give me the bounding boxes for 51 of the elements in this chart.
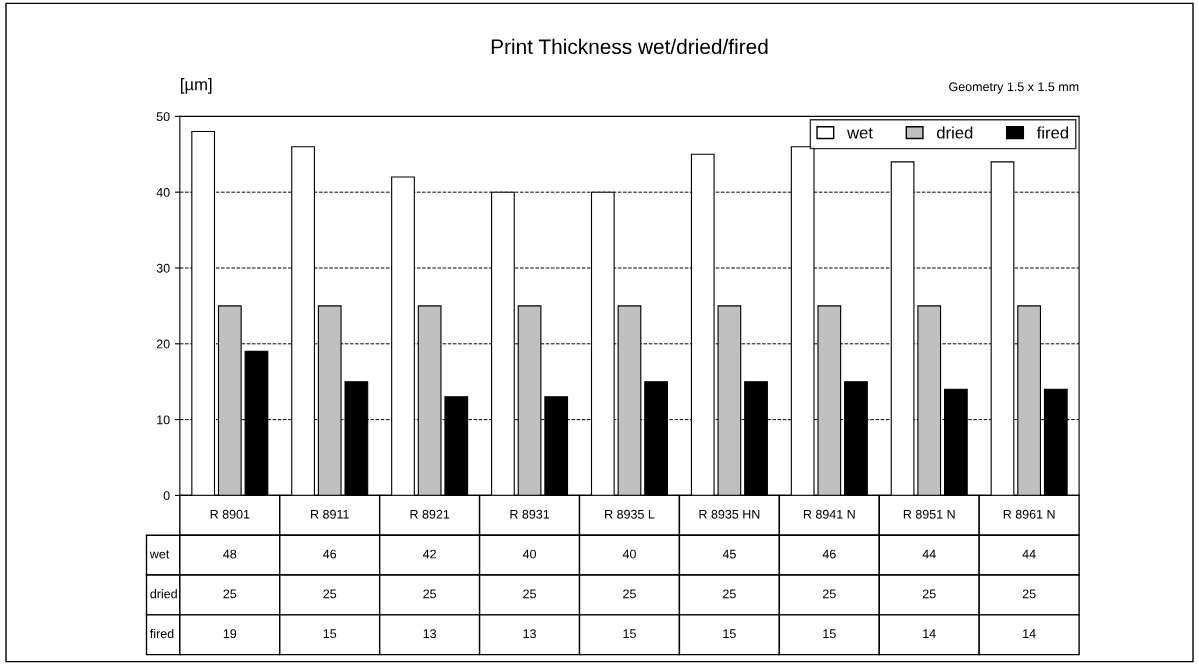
data-label: 40 [622, 549, 636, 559]
x-tick-label: R 8935 L [605, 509, 655, 519]
data-label: 40 [522, 549, 537, 559]
data-label: 25 [623, 589, 636, 599]
y-tick-label: 0 [163, 491, 170, 501]
chart-title: Print Thickness wet/dried/fired [491, 38, 768, 55]
data-label: 48 [223, 549, 237, 559]
data-label: 42 [422, 549, 436, 559]
data-label: 25 [822, 589, 836, 599]
x-tick-label: R 8941 N [803, 509, 855, 519]
data-label: 15 [623, 629, 636, 639]
x-tick-label: R 8935 HN [699, 509, 760, 519]
legend-label: wet [847, 127, 873, 139]
data-label: 25 [922, 589, 936, 599]
x-tick-label: R 8961 N [1003, 509, 1055, 519]
data-label: 15 [823, 629, 836, 639]
x-tick-label: R 8931 [510, 509, 550, 519]
data-label: 46 [822, 549, 836, 559]
y-tick-label: 20 [156, 339, 170, 349]
text: fired [150, 628, 174, 639]
data-label: 15 [323, 629, 337, 639]
text: Geometry 1.5 x 1.5 mm [949, 82, 1079, 94]
legend-label: dried [936, 126, 973, 139]
data-label: 44 [922, 549, 936, 559]
data-label: 19 [223, 629, 237, 639]
text: wet [149, 550, 170, 559]
y-tick-label: 50 [156, 112, 170, 122]
data-label: 13 [523, 629, 536, 639]
data-label: 15 [723, 629, 736, 639]
text: dried [150, 589, 177, 599]
data-label: 44 [1022, 549, 1036, 559]
data-label: 46 [323, 549, 337, 559]
data-label: 45 [722, 549, 736, 559]
y-tick-label: 10 [157, 415, 170, 425]
data-label: 25 [723, 589, 736, 599]
data-label: 25 [223, 589, 237, 599]
y-axis-title: [µm] [181, 78, 212, 94]
y-tick-label: 30 [156, 263, 170, 273]
data-label: 14 [923, 629, 936, 638]
data-label: 25 [523, 589, 536, 599]
x-tick-label: R 8911 [311, 509, 349, 519]
x-tick-label: R 8951 N [903, 509, 955, 519]
data-label: 25 [423, 589, 437, 599]
legend-label: fired [1036, 126, 1069, 139]
data-label: 13 [423, 629, 437, 639]
data-label: 14 [1023, 629, 1036, 638]
data-label: 25 [1022, 589, 1036, 599]
x-tick-label: R 8901 [210, 509, 250, 519]
y-tick-label: 40 [156, 187, 170, 197]
data-label: 25 [323, 589, 337, 599]
x-tick-label: R 8921 [410, 509, 450, 519]
